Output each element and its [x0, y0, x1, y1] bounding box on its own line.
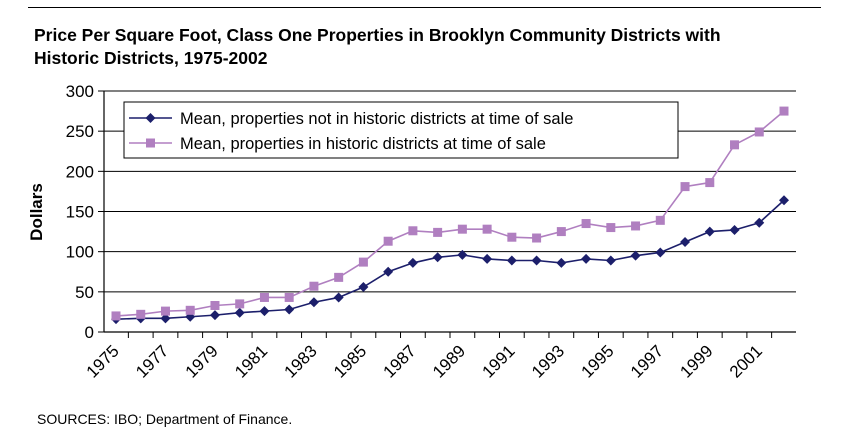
series-1-point-1981 — [259, 292, 269, 302]
x-tick-label-1985: 1985 — [330, 341, 370, 381]
series-0-point-2001 — [754, 217, 765, 228]
series-0-point-1981 — [259, 306, 270, 317]
series-0-point-1985 — [358, 282, 369, 293]
series-1-point-1993 — [556, 227, 566, 237]
series-0-point-1994 — [581, 253, 592, 264]
series-1-point-2002 — [779, 106, 789, 116]
series-1-point-1990 — [482, 224, 492, 234]
series-1-point-1989 — [457, 224, 467, 234]
series-0-point-1997 — [655, 247, 666, 258]
x-tick-label-1995: 1995 — [577, 341, 617, 381]
x-tick-label-1983: 1983 — [281, 341, 321, 381]
series-1-point-2001 — [754, 127, 764, 137]
series-1-point-1992 — [532, 233, 542, 243]
series-1-point-1994 — [581, 219, 591, 229]
y-tick-label-150: 150 — [66, 203, 94, 222]
x-tick-label-1993: 1993 — [528, 341, 568, 381]
series-0-point-1980 — [234, 307, 245, 318]
series-0-point-1984 — [333, 292, 344, 303]
x-tick-label-2001: 2001 — [726, 341, 766, 381]
legend-box — [123, 101, 679, 159]
legend: Mean, properties not in historic distric… — [123, 101, 679, 159]
x-tick-label-1999: 1999 — [676, 341, 716, 381]
series-0-point-1995 — [605, 255, 616, 266]
series-0-point-1982 — [284, 304, 295, 315]
y-tick-label-250: 250 — [66, 122, 94, 141]
y-tick-label-200: 200 — [66, 162, 94, 181]
series-1-point-1999 — [705, 178, 715, 188]
series-0-point-1998 — [680, 237, 691, 248]
x-tick-label-1977: 1977 — [132, 341, 172, 381]
y-axis-label: Dollars — [27, 183, 46, 241]
series-1-point-1986 — [383, 236, 393, 246]
series-0-point-1977 — [160, 313, 171, 324]
series-0-point-1989 — [457, 249, 468, 260]
x-tick-label-1991: 1991 — [478, 341, 518, 381]
series-1-point-2000 — [730, 140, 740, 150]
series-1-point-1985 — [358, 257, 368, 267]
series-0-point-1993 — [556, 257, 567, 268]
series-line-1 — [115, 110, 785, 317]
x-tick-label-1997: 1997 — [627, 341, 667, 381]
chart-title: Price Per Square Foot, Class One Propert… — [34, 25, 721, 68]
axes — [98, 90, 796, 338]
series-1-point-1988 — [433, 227, 443, 237]
series-lines — [111, 106, 789, 325]
series-0-point-1986 — [383, 266, 394, 277]
series-0-point-1999 — [704, 226, 715, 237]
y-tick-label-300: 300 — [66, 82, 94, 101]
source-note: SOURCES: IBO; Department of Finance. — [37, 411, 293, 427]
series-0-point-1988 — [432, 252, 443, 263]
legend-marker-1 — [146, 138, 155, 148]
y-tick-label-0: 0 — [85, 323, 94, 342]
series-1-point-1975 — [111, 311, 121, 321]
series-0-point-2000 — [729, 224, 740, 235]
series-1-point-1991 — [507, 232, 517, 242]
legend-marker-0 — [145, 113, 156, 123]
x-tick-label-1989: 1989 — [429, 341, 469, 381]
series-1-point-1995 — [606, 223, 616, 233]
top-rule — [28, 7, 821, 8]
y-tick-label-50: 50 — [75, 283, 94, 302]
series-0-point-1990 — [482, 253, 493, 264]
series-1-point-1978 — [185, 305, 195, 315]
series-0-point-1979 — [209, 310, 220, 321]
x-tick-label-1987: 1987 — [380, 341, 420, 381]
series-0-point-2002 — [779, 195, 789, 206]
series-1-point-1979 — [210, 300, 220, 310]
series-1-point-1976 — [136, 309, 146, 319]
series-1-point-1983 — [309, 281, 319, 291]
series-1-point-1982 — [284, 292, 294, 302]
legend-label-1: Mean, properties in historic districts a… — [180, 135, 546, 153]
series-1-point-1996 — [631, 221, 641, 231]
series-0-point-1983 — [308, 297, 319, 308]
series-1-point-1997 — [655, 215, 665, 225]
y-tick-label-100: 100 — [66, 243, 94, 262]
series-1-point-1987 — [408, 226, 418, 236]
gridlines — [104, 90, 796, 293]
series-1-point-1977 — [160, 306, 170, 316]
series-line-0 — [115, 199, 785, 320]
series-1-point-1998 — [680, 182, 690, 192]
series-0-point-1991 — [506, 255, 517, 266]
x-tick-labels: 1975 1977 1979 1981 1983 1985 1987 1989 1991 1993… — [83, 341, 766, 381]
legend-label-0: Mean, properties not in historic distric… — [180, 110, 573, 128]
y-tick-labels: 0 50 100 150 200 250 300 — [66, 82, 94, 342]
series-1-point-1980 — [235, 299, 245, 309]
x-tick-label-1975: 1975 — [83, 341, 123, 381]
series-0-point-1987 — [407, 257, 418, 268]
x-tick-label-1981: 1981 — [231, 341, 271, 381]
series-0-point-1992 — [531, 255, 542, 266]
series-0-point-1996 — [630, 250, 641, 261]
x-tick-label-1979: 1979 — [182, 341, 222, 381]
series-1-point-1984 — [334, 272, 344, 282]
